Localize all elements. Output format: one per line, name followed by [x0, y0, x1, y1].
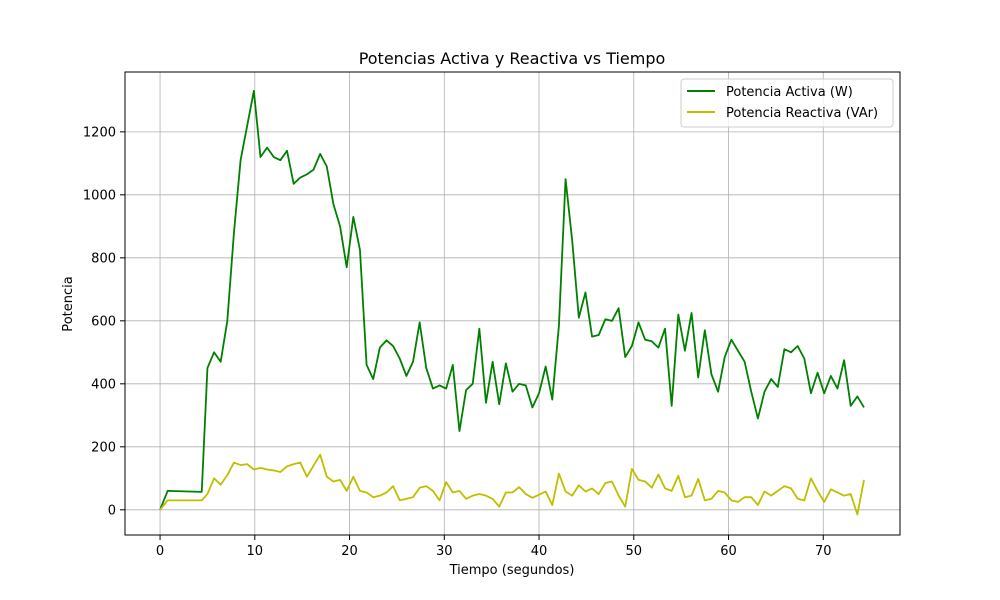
plot-area-frame — [124, 71, 901, 536]
chart-title: Potencias Activa y Reactiva vs Tiempo — [359, 49, 666, 68]
grid-lines — [125, 72, 900, 535]
legend: Potencia Activa (W) Potencia Reactiva (V… — [680, 78, 894, 128]
x-tick-label: 30 — [436, 544, 453, 559]
series-line-potencia-activa — [159, 90, 865, 511]
y-tick-label: 1000 — [83, 188, 116, 203]
y-tick-label: 0 — [108, 503, 116, 518]
x-tick-label: 60 — [720, 544, 737, 559]
series-lines — [159, 90, 865, 516]
x-tick-label: 0 — [156, 544, 164, 559]
x-tick-label: 10 — [247, 544, 264, 559]
legend-label-activa: Potencia Activa (W) — [726, 85, 853, 100]
y-axis-title: Potencia — [61, 276, 76, 331]
y-tick-label: 400 — [91, 377, 116, 392]
y-tick-label: 200 — [91, 440, 116, 455]
y-tick-label: 1200 — [83, 125, 116, 140]
legend-box — [680, 78, 894, 128]
x-tick-label: 70 — [815, 544, 832, 559]
x-tick-label: 40 — [531, 544, 548, 559]
x-tick-label: 50 — [625, 544, 642, 559]
x-axis-ticks: 0 10 20 30 40 50 60 70 — [156, 535, 832, 559]
x-axis-title: Tiempo (segundos) — [449, 563, 575, 578]
legend-label-reactiva: Potencia Reactiva (VAr) — [726, 106, 878, 121]
y-tick-label: 600 — [91, 314, 116, 329]
y-axis-ticks: 0 200 400 600 800 1000 1200 — [83, 125, 125, 518]
y-tick-label: 800 — [91, 251, 116, 266]
series-line-potencia-reactiva — [159, 453, 865, 516]
x-tick-label: 20 — [341, 544, 358, 559]
